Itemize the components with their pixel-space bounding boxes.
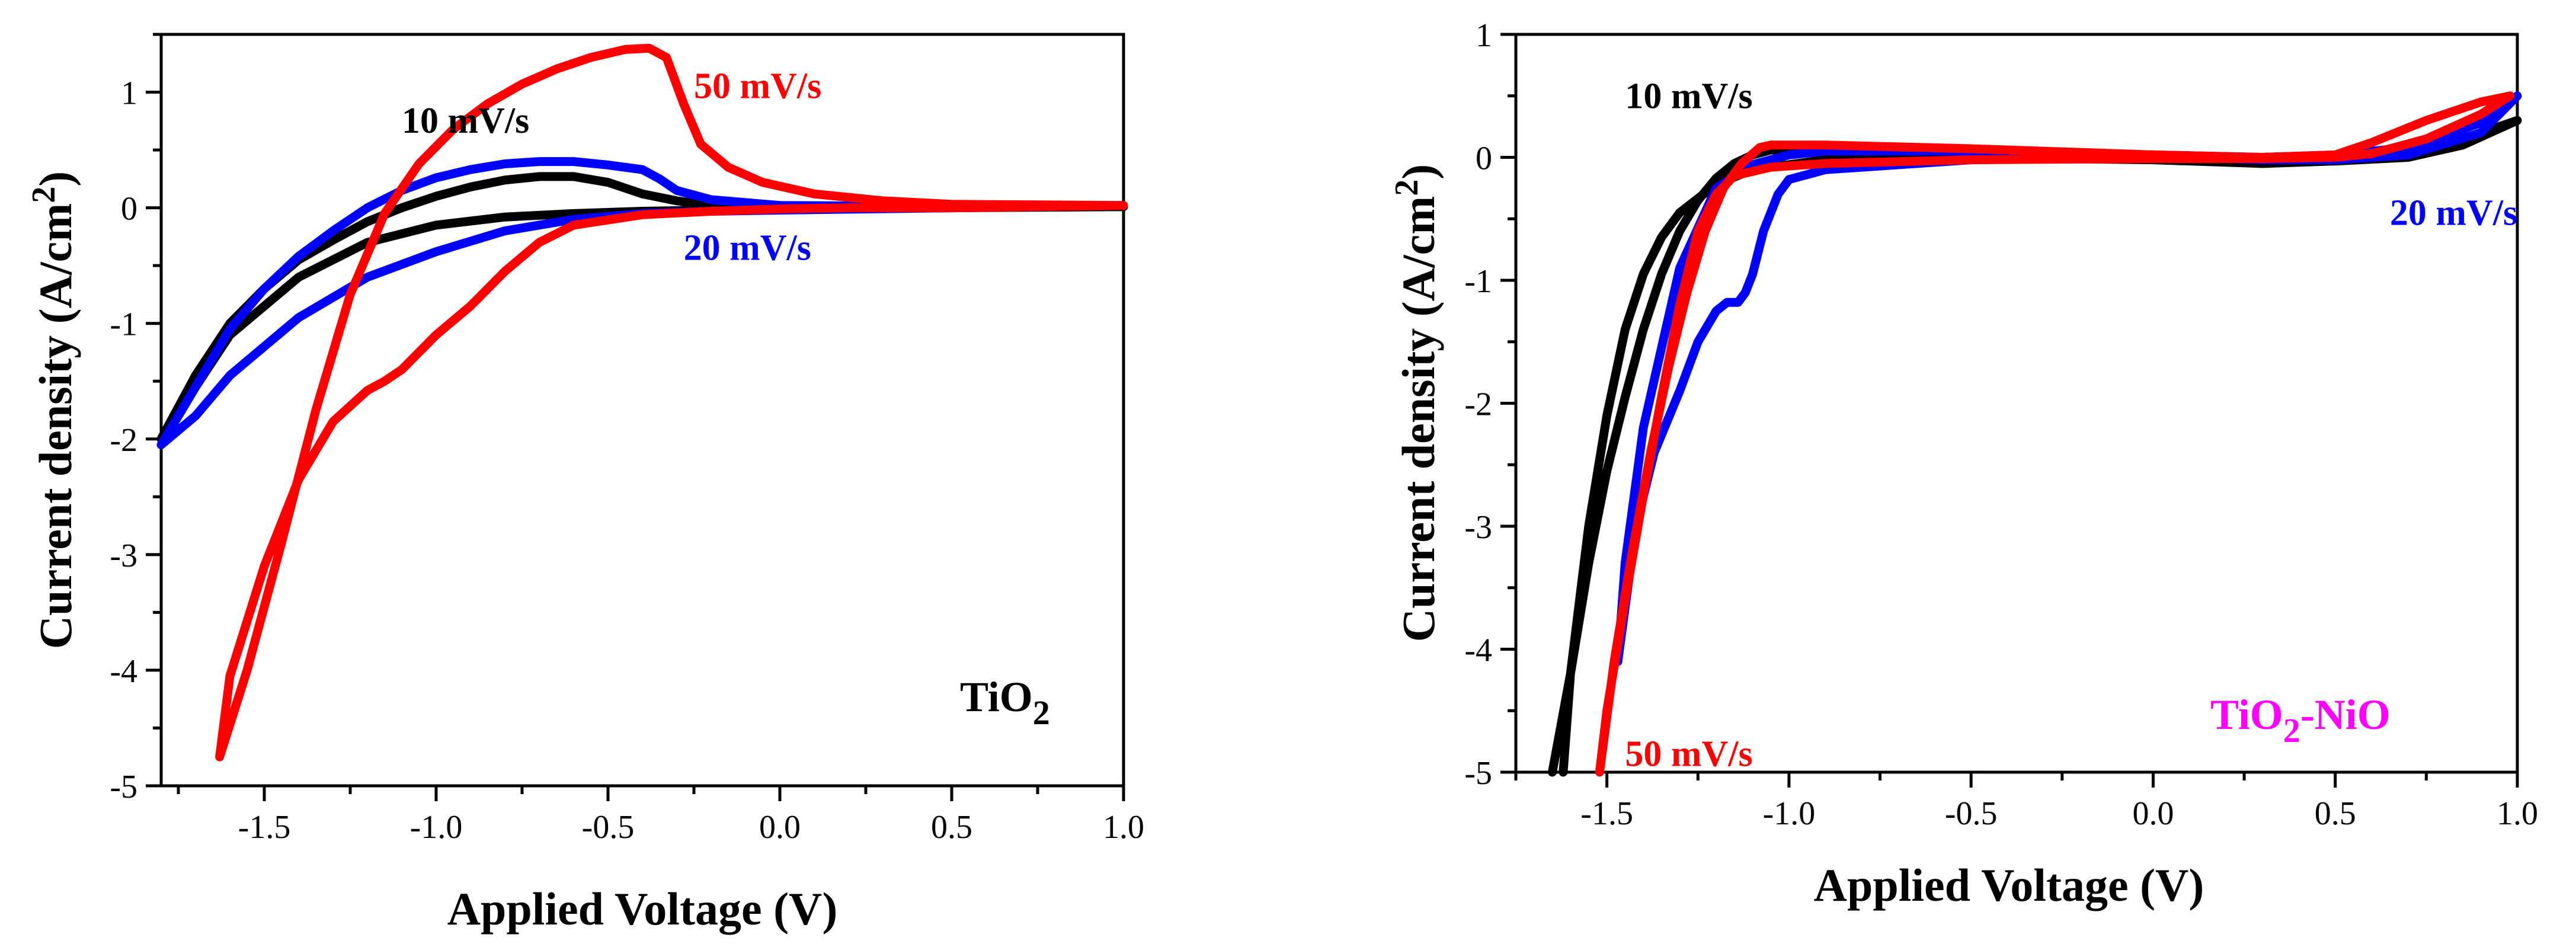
x-axis-label: Applied Voltage (V)	[447, 883, 838, 935]
tick-labels: -1.5 -1.0 -0.5 0.0 0.5 1.0 -5 -4 -3 -2 -1 0 1	[1464, 17, 2538, 832]
y-tick-label: 1	[121, 75, 137, 112]
series-label-10-mv-s: 10 mV/s	[1625, 76, 1752, 117]
x-tick-label: -1.5	[238, 809, 291, 846]
series-line-50-mv-s	[1595, 91, 2515, 777]
y-tick-label: -2	[110, 422, 137, 459]
series-label-50-mv-s: 50 mV/s	[1625, 734, 1752, 775]
x-tick-label: -0.5	[1945, 795, 1998, 832]
annotations: 10 mV/s 20 mV/s 50 mV/s	[1625, 76, 2517, 775]
annotations: 10 mV/s 50 mV/s 20 mV/s	[402, 66, 821, 268]
panel-label: TiO2	[960, 673, 1050, 732]
y-tick-label: -3	[1464, 509, 1492, 546]
y-tick-label: -3	[110, 538, 137, 574]
tick-labels: -1.5 -1.0 -0.5 0.0 0.5 1.0 -5 -4 -3 -2 -1 0 1	[110, 75, 1144, 846]
x-tick-label: 1.0	[2497, 795, 2538, 832]
chart-tio2: -1.5 -1.0 -0.5 0.0 0.5 1.0 -5 -4 -3 -2 -1 0 1 10 mV/…	[25, 33, 1144, 935]
x-axis-label: Applied Voltage (V)	[1814, 859, 2204, 911]
x-tick-label: -0.5	[582, 809, 635, 846]
y-tick-label: -4	[110, 653, 137, 690]
x-tick-label: 0.5	[931, 809, 972, 846]
series-label-50-mv-s: 50 mV/s	[694, 66, 821, 106]
x-tick-label: 0.0	[759, 809, 801, 846]
y-tick-label: -1	[1464, 263, 1492, 300]
y-axis-label: Current density (A/cm2)	[1388, 164, 1444, 642]
y-tick-label: 1	[1476, 17, 1492, 54]
y-tick-label: 0	[1476, 140, 1492, 177]
curves	[1548, 91, 2522, 777]
series-line-50-mv-s	[215, 43, 1128, 762]
x-tick-label: 0.5	[2315, 795, 2356, 832]
chart-tio2-nio: -1.5 -1.0 -0.5 0.0 0.5 1.0 -5 -4 -3 -2 -1 0 1 10 mV/…	[1388, 17, 2538, 911]
y-axis-label: Current density (A/cm2)	[25, 171, 81, 649]
series-line-10-mv-s	[156, 172, 1128, 444]
y-tick-label: -2	[1464, 386, 1492, 423]
y-tick-label: -4	[1464, 632, 1492, 669]
series-label-10-mv-s: 10 mV/s	[402, 101, 529, 141]
x-tick-label: -1.0	[1763, 795, 1816, 832]
x-tick-label: 1.0	[1103, 809, 1144, 846]
tick-marks	[146, 33, 1125, 801]
y-tick-label: 0	[121, 191, 137, 228]
x-tick-label: -1.5	[1580, 795, 1633, 832]
y-tick-label: -5	[1464, 755, 1492, 792]
series-label-20-mv-s: 20 mV/s	[684, 228, 811, 268]
series-line-20-mv-s	[1613, 91, 2522, 666]
curves	[156, 43, 1128, 762]
x-tick-label: -1.0	[410, 809, 463, 846]
series-line-20-mv-s	[156, 157, 1128, 449]
series-line-10-mv-s	[1548, 116, 2522, 777]
tick-marks	[1500, 33, 2519, 788]
x-tick-label: 0.0	[2132, 795, 2174, 832]
series-label-20-mv-s: 20 mV/s	[2390, 193, 2517, 233]
panel-label: TiO2-NiO	[2210, 691, 2391, 750]
y-tick-label: -5	[110, 769, 137, 805]
y-tick-label: -1	[110, 306, 137, 343]
plot-frame	[159, 33, 1125, 788]
